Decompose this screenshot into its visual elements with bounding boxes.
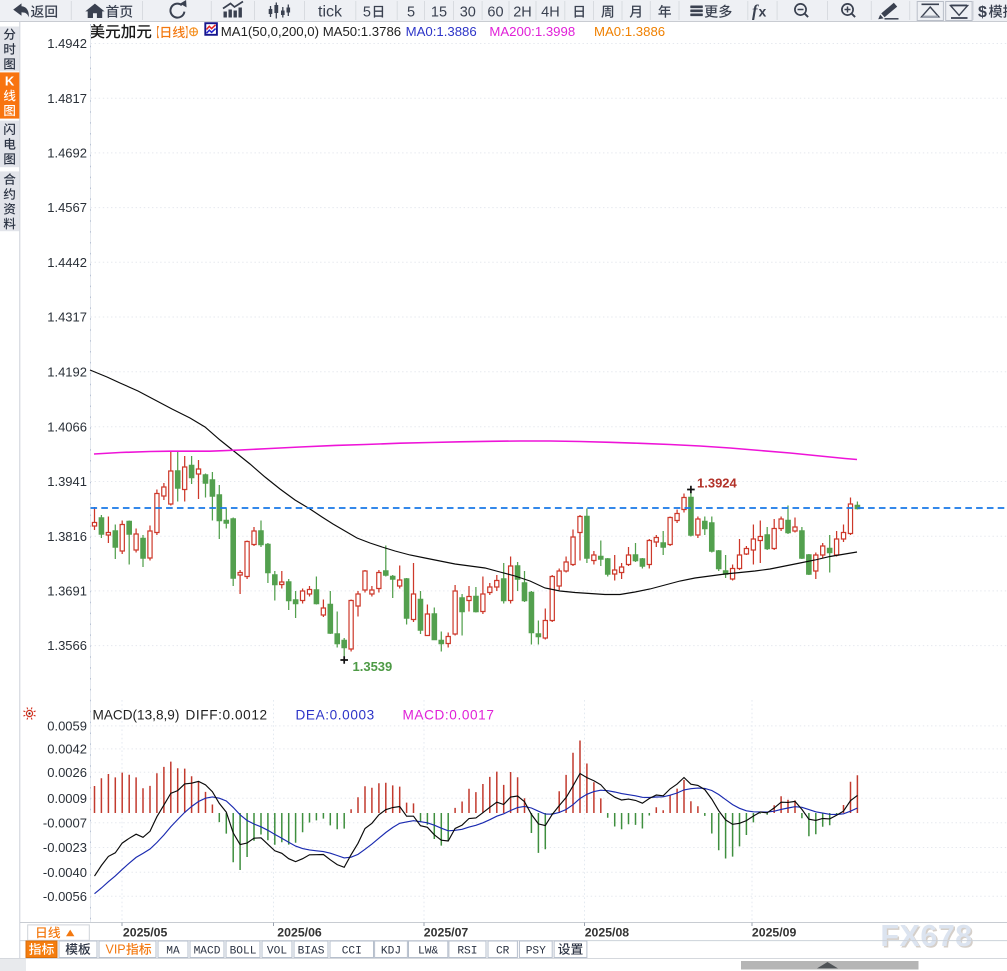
svg-text:$: $ [978, 4, 987, 21]
svg-text:0.0026: 0.0026 [47, 765, 87, 780]
svg-text:CCI: CCI [342, 946, 362, 958]
svg-text:4H: 4H [541, 5, 560, 21]
svg-text:FX678: FX678 [880, 919, 972, 953]
svg-text:x: x [759, 4, 767, 20]
svg-text:DIFF:0.0012: DIFF:0.0012 [186, 708, 268, 723]
svg-text:2025/05: 2025/05 [123, 926, 168, 940]
svg-text:30: 30 [460, 5, 476, 21]
svg-text:-0.0056: -0.0056 [43, 889, 87, 904]
svg-text:PSY: PSY [526, 946, 546, 958]
svg-text:0.0059: 0.0059 [47, 719, 87, 734]
svg-text:MACD: MACD [194, 946, 221, 958]
svg-text:2025/06: 2025/06 [277, 926, 322, 940]
svg-text:1.3941: 1.3941 [47, 474, 87, 489]
svg-text:5: 5 [407, 5, 415, 21]
svg-text:2H: 2H [513, 5, 532, 21]
svg-text:1.3691: 1.3691 [47, 584, 87, 599]
svg-text:MA: MA [166, 946, 180, 958]
svg-text:MA1(50,0,200,0) MA50:1.3786: MA1(50,0,200,0) MA50:1.3786 [221, 24, 401, 39]
svg-text:5: 5 [363, 5, 371, 21]
svg-text:MA0:1.3886: MA0:1.3886 [406, 24, 477, 39]
svg-text:2025/09: 2025/09 [752, 926, 797, 940]
svg-text:2025/08: 2025/08 [585, 926, 630, 940]
svg-text:1.4817: 1.4817 [47, 91, 87, 106]
svg-text:f: f [752, 2, 759, 21]
svg-text:-0.0007: -0.0007 [43, 815, 87, 830]
svg-text:MA0:1.3886: MA0:1.3886 [594, 24, 665, 39]
svg-text:1.4192: 1.4192 [47, 364, 87, 379]
svg-text:1.4066: 1.4066 [47, 419, 87, 434]
svg-text:-0.0023: -0.0023 [43, 840, 87, 855]
svg-text:1.4567: 1.4567 [47, 200, 87, 215]
svg-text:MA200:1.3998: MA200:1.3998 [489, 24, 575, 39]
svg-text:0.0009: 0.0009 [47, 791, 87, 806]
svg-text:BIAS: BIAS [298, 946, 325, 958]
svg-text:1.4442: 1.4442 [47, 255, 87, 270]
svg-text:BOLL: BOLL [230, 946, 257, 958]
svg-text:K: K [5, 74, 15, 89]
svg-text:MACD(13,8,9): MACD(13,8,9) [93, 708, 180, 723]
svg-text:1.3924: 1.3924 [697, 476, 738, 491]
svg-text:DEA:0.0003: DEA:0.0003 [296, 708, 375, 723]
svg-text:-0.0040: -0.0040 [43, 865, 87, 880]
svg-text:tick: tick [318, 4, 343, 21]
svg-text:1.4942: 1.4942 [47, 36, 87, 51]
svg-text:1.4317: 1.4317 [47, 310, 87, 325]
svg-text:MACD:0.0017: MACD:0.0017 [403, 708, 495, 723]
svg-text:FX678: FX678 [882, 920, 974, 954]
svg-text:1.3816: 1.3816 [47, 529, 87, 544]
svg-text:VOL: VOL [267, 946, 287, 958]
svg-text:2025/07: 2025/07 [424, 926, 469, 940]
svg-text:KDJ: KDJ [381, 946, 401, 958]
svg-text:CR: CR [496, 946, 510, 958]
svg-text:60: 60 [487, 5, 503, 21]
svg-text:0.0042: 0.0042 [47, 742, 87, 757]
svg-text:LW&: LW& [418, 946, 438, 958]
svg-text:1.4692: 1.4692 [47, 146, 87, 161]
svg-text:1.3539: 1.3539 [353, 659, 393, 674]
svg-text:VIP: VIP [106, 943, 126, 957]
svg-text:15: 15 [431, 5, 447, 21]
svg-text:1.3566: 1.3566 [47, 638, 87, 653]
svg-text:RSI: RSI [457, 946, 477, 958]
